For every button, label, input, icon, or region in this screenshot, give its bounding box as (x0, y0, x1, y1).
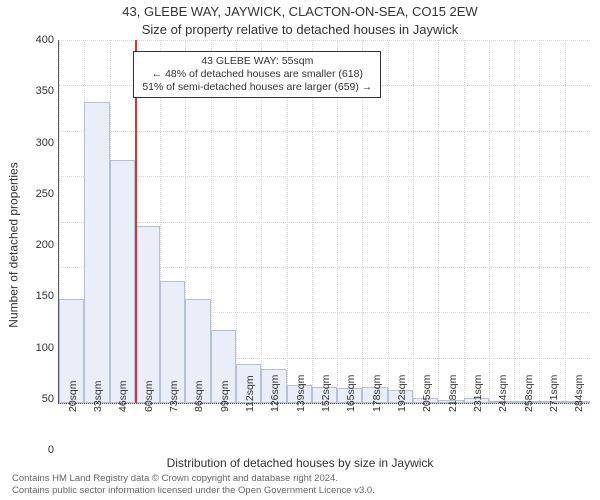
ytick-label: 100 (28, 342, 54, 354)
ytick-label: 400 (28, 34, 54, 46)
xtick-label: 271sqm (548, 375, 560, 412)
xtick-label: 258sqm (523, 375, 535, 412)
xtick-label: 20sqm (67, 380, 79, 412)
xtick-label: 165sqm (345, 375, 357, 412)
annotation-line: 51% of semi-detached houses are larger (… (142, 81, 372, 94)
footer-line2: Contains public sector information licen… (12, 485, 588, 496)
ytick-label: 300 (28, 137, 54, 149)
annotation-box: 43 GLEBE WAY: 55sqm← 48% of detached hou… (133, 51, 381, 98)
plot-wrap: Number of detached properties 0501001502… (0, 40, 600, 450)
footer-line1: Contains HM Land Registry data © Crown c… (12, 473, 588, 484)
histogram-bar (84, 102, 109, 403)
xtick-label: 205sqm (421, 375, 433, 412)
xtick-label: 73sqm (168, 380, 180, 412)
xaxis-label: Distribution of detached houses by size … (0, 456, 600, 470)
xtick-label: 139sqm (295, 375, 307, 412)
grid-v (565, 40, 566, 403)
grid-h (59, 131, 590, 132)
grid-v (438, 40, 439, 403)
grid-v (464, 40, 465, 403)
xtick-label: 60sqm (143, 380, 155, 412)
xtick-label: 152sqm (320, 375, 332, 412)
xtick-label: 231sqm (472, 375, 484, 412)
ytick-label: 200 (28, 239, 54, 251)
xaxis-ticks: 20sqm33sqm46sqm60sqm73sqm86sqm99sqm112sq… (58, 404, 590, 450)
xtick-label: 244sqm (497, 375, 509, 412)
ytick-label: 0 (28, 444, 54, 456)
xtick-label: 284sqm (573, 375, 585, 412)
xtick-label: 46sqm (117, 380, 129, 412)
chart-title-line2: Size of property relative to detached ho… (0, 20, 600, 38)
grid-v (388, 40, 389, 403)
annotation-line: 43 GLEBE WAY: 55sqm (142, 55, 372, 68)
xtick-label: 218sqm (447, 375, 459, 412)
histogram-bar (135, 226, 160, 403)
footer-attribution: Contains HM Land Registry data © Crown c… (12, 473, 588, 496)
xtick-label: 112sqm (244, 375, 256, 412)
grid-v (539, 40, 540, 403)
grid-v (413, 40, 414, 403)
chart-title-line1: 43, GLEBE WAY, JAYWICK, CLACTON-ON-SEA, … (0, 0, 600, 20)
grid-h (59, 40, 590, 41)
chart-col: 43 GLEBE WAY: 55sqm← 48% of detached hou… (58, 40, 590, 450)
plot-area: 43 GLEBE WAY: 55sqm← 48% of detached hou… (58, 40, 590, 404)
xtick-label: 126sqm (269, 375, 281, 412)
xtick-label: 192sqm (396, 375, 408, 412)
yaxis-label-col: Number of detached properties (0, 40, 28, 450)
ytick-label: 350 (28, 85, 54, 97)
yaxis-label: Number of detached properties (7, 162, 21, 327)
ytick-label: 50 (28, 393, 54, 405)
page-root: 43, GLEBE WAY, JAYWICK, CLACTON-ON-SEA, … (0, 0, 600, 500)
histogram-bar (110, 160, 135, 403)
xtick-label: 178sqm (371, 375, 383, 412)
grid-h (59, 176, 590, 177)
yaxis-ticks: 050100150200250300350400 (28, 40, 58, 450)
annotation-line: ← 48% of detached houses are smaller (61… (142, 68, 372, 81)
xtick-label: 99sqm (219, 380, 231, 412)
right-pad (590, 40, 600, 450)
grid-h (59, 222, 590, 223)
xtick-label: 86sqm (193, 380, 205, 412)
grid-v (489, 40, 490, 403)
ytick-label: 150 (28, 290, 54, 302)
xtick-label: 33sqm (92, 380, 104, 412)
grid-v (514, 40, 515, 403)
ytick-label: 250 (28, 188, 54, 200)
